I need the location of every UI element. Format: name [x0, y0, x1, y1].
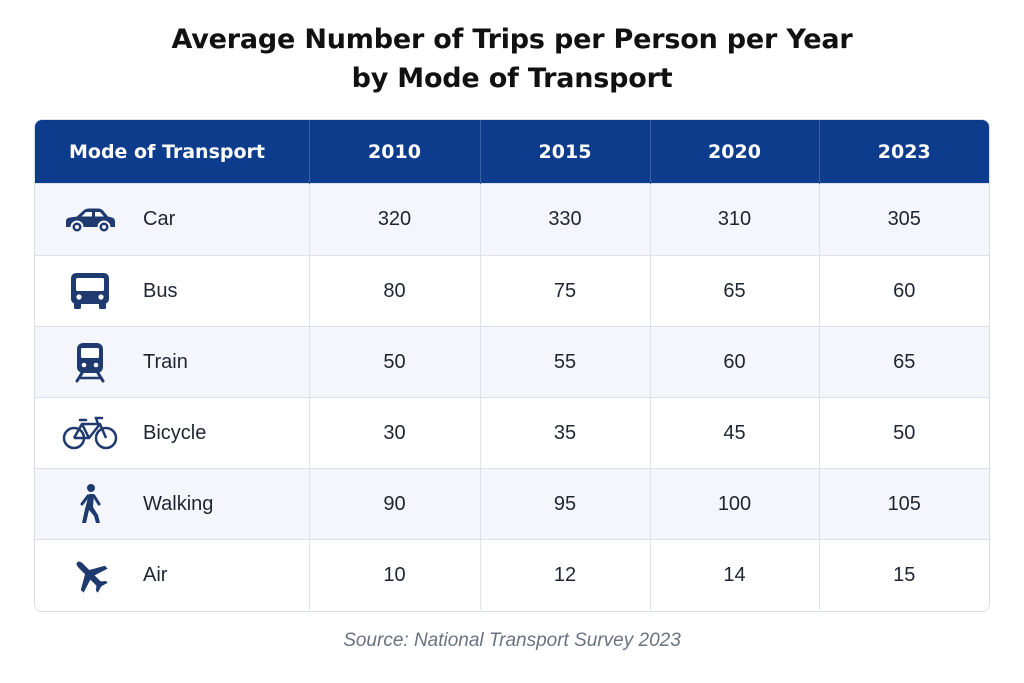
table-row-walking: Walking 90 95 100 105	[35, 468, 989, 540]
cell-value: 35	[480, 397, 651, 469]
cell-value: 80	[309, 255, 481, 327]
mode-cell: Bicycle	[35, 397, 310, 469]
cell-value: 15	[819, 539, 989, 610]
mode-label: Bus	[143, 279, 178, 302]
mode-label: Bicycle	[143, 421, 207, 444]
cell-value: 90	[309, 468, 481, 540]
cell-value: 320	[309, 183, 481, 256]
cell-value: 95	[480, 468, 651, 540]
table-row-air: Air 10 12 14 15	[35, 539, 989, 610]
cell-value: 330	[480, 183, 651, 256]
header-2020: 2020	[650, 120, 820, 184]
bus-icon	[62, 271, 118, 311]
cell-value: 75	[480, 255, 651, 327]
table-row-bus: Bus 80 75 65 60	[35, 255, 989, 327]
header-2023: 2023	[819, 120, 989, 184]
mode-cell: Air	[35, 539, 310, 610]
title-line-1: Average Number of Trips per Person per Y…	[171, 24, 853, 55]
cell-value: 105	[819, 468, 989, 540]
cell-value: 60	[819, 255, 989, 327]
car-icon	[62, 205, 118, 235]
source-note: Source: National Transport Survey 2023	[343, 630, 681, 651]
cell-value: 65	[819, 326, 989, 398]
mode-cell: Car	[35, 183, 310, 256]
table-row-bicycle: Bicycle 30 35 45 50	[35, 397, 989, 469]
train-icon	[62, 341, 118, 383]
cell-value: 310	[650, 183, 820, 256]
cell-value: 55	[480, 326, 651, 398]
bicycle-icon	[62, 415, 118, 451]
mode-label: Car	[143, 208, 176, 230]
cell-value: 65	[650, 255, 820, 327]
table-row-car: Car 320 330 310 305	[35, 183, 989, 256]
header-row: Mode of Transport 2010 2015 2020 2023	[35, 120, 989, 184]
cell-value: 100	[650, 468, 820, 540]
data-table: Mode of Transport 2010 2015 2020 2023	[34, 119, 990, 612]
mode-label: Train	[143, 350, 188, 373]
cell-value: 10	[309, 539, 481, 610]
header-2015: 2015	[480, 120, 651, 184]
walking-icon	[62, 483, 118, 525]
cell-value: 12	[480, 539, 651, 610]
cell-value: 50	[309, 326, 481, 398]
cell-value: 45	[650, 397, 820, 469]
cell-value: 50	[819, 397, 989, 469]
table-row-train: Train 50 55 60 65	[35, 326, 989, 398]
mode-cell: Train	[35, 326, 310, 398]
mode-label: Walking	[143, 492, 214, 515]
header-mode: Mode of Transport	[35, 120, 310, 184]
header-2010: 2010	[309, 120, 481, 184]
cell-value: 60	[650, 326, 820, 398]
chart-title: Average Number of Trips per Person per Y…	[0, 20, 1024, 98]
cell-value: 305	[819, 183, 989, 256]
airplane-icon	[62, 554, 118, 596]
mode-label: Air	[143, 563, 168, 586]
mode-cell: Bus	[35, 255, 310, 327]
mode-cell: Walking	[35, 468, 310, 540]
title-line-2: by Mode of Transport	[351, 63, 673, 94]
cell-value: 30	[309, 397, 481, 469]
cell-value: 14	[650, 539, 820, 610]
